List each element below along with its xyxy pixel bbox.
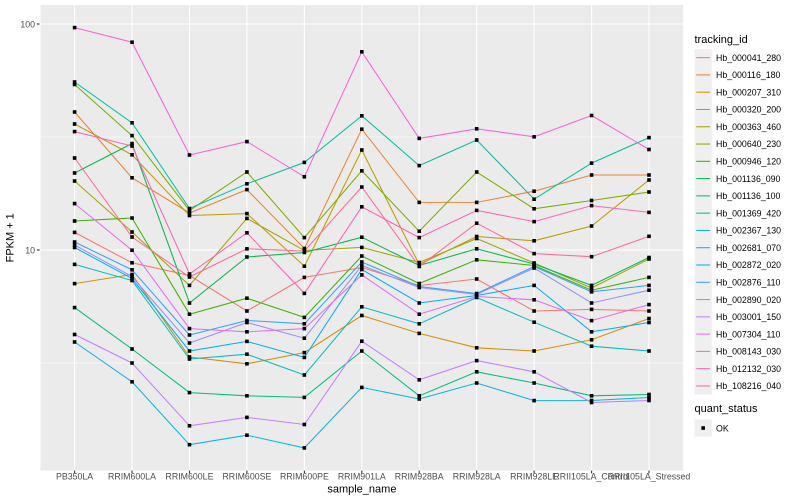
svg-text:Hb_000041_280: Hb_000041_280 bbox=[716, 53, 781, 63]
svg-text:Hb_000640_230: Hb_000640_230 bbox=[716, 139, 781, 149]
svg-text:RRII105LA_Control: RRII105LA_Control bbox=[553, 472, 629, 482]
svg-text:quant_status: quant_status bbox=[695, 403, 758, 415]
svg-text:Hb_012132_030: Hb_012132_030 bbox=[716, 364, 781, 374]
svg-text:Hb_003001_150: Hb_003001_150 bbox=[716, 312, 781, 322]
svg-text:tracking_id: tracking_id bbox=[695, 34, 748, 46]
svg-text:RRIM600LE: RRIM600LE bbox=[166, 472, 214, 482]
svg-text:Hb_001369_420: Hb_001369_420 bbox=[716, 208, 781, 218]
svg-text:Hb_007304_110: Hb_007304_110 bbox=[716, 329, 781, 339]
svg-text:Hb_001136_090: Hb_001136_090 bbox=[716, 174, 781, 184]
svg-text:Hb_000207_310: Hb_000207_310 bbox=[716, 87, 781, 97]
svg-text:RRII105LA_Stressed: RRII105LA_Stressed bbox=[608, 472, 691, 482]
svg-text:Hb_008143_030: Hb_008143_030 bbox=[716, 347, 781, 357]
svg-text:Hb_002890_020: Hb_002890_020 bbox=[716, 295, 781, 305]
svg-text:10: 10 bbox=[25, 245, 35, 255]
svg-text:RRIM901LA: RRIM901LA bbox=[338, 472, 386, 482]
svg-text:RRIM928BA: RRIM928BA bbox=[395, 472, 444, 482]
svg-text:PB350LA: PB350LA bbox=[56, 472, 93, 482]
svg-text:Hb_002681_070: Hb_002681_070 bbox=[716, 243, 781, 253]
svg-text:Hb_002872_020: Hb_002872_020 bbox=[716, 260, 781, 270]
svg-text:Hb_002876_110: Hb_002876_110 bbox=[716, 277, 781, 287]
svg-text:OK: OK bbox=[716, 423, 729, 433]
svg-text:Hb_000946_120: Hb_000946_120 bbox=[716, 157, 781, 167]
svg-text:100: 100 bbox=[20, 19, 35, 29]
svg-text:RRIM928LE: RRIM928LE bbox=[510, 472, 558, 482]
svg-text:Hb_002367_130: Hb_002367_130 bbox=[716, 226, 781, 236]
svg-text:Hb_000363_460: Hb_000363_460 bbox=[716, 122, 781, 132]
svg-text:Hb_000116_180: Hb_000116_180 bbox=[716, 70, 781, 80]
svg-text:RRIM600SE: RRIM600SE bbox=[222, 472, 271, 482]
svg-text:RRIM600LA: RRIM600LA bbox=[108, 472, 156, 482]
svg-text:FPKM + 1: FPKM + 1 bbox=[5, 213, 17, 262]
svg-text:Hb_108216_040: Hb_108216_040 bbox=[716, 381, 781, 391]
svg-text:Hb_000320_200: Hb_000320_200 bbox=[716, 105, 781, 115]
svg-text:sample_name: sample_name bbox=[327, 483, 396, 495]
svg-text:RRIM928LA: RRIM928LA bbox=[453, 472, 501, 482]
svg-text:RRIM600PE: RRIM600PE bbox=[280, 472, 329, 482]
svg-text:Hb_001136_100: Hb_001136_100 bbox=[716, 191, 781, 201]
